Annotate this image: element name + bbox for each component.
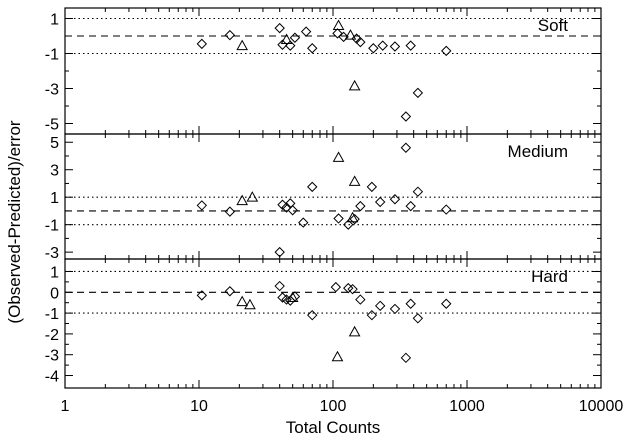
diamond-point	[338, 31, 349, 43]
diamond-point	[405, 200, 416, 212]
diamond-point	[330, 281, 342, 293]
diamond-point	[196, 200, 208, 211]
diamond-point	[400, 111, 412, 122]
triangle-point	[236, 39, 249, 51]
y-tick-label: 1	[50, 12, 59, 29]
diamond-point	[285, 40, 296, 51]
diamond-point	[300, 26, 312, 37]
diamond-point	[374, 300, 386, 312]
x-axis-label: Total Counts	[286, 418, 381, 437]
y-tick-label: -2	[45, 327, 59, 344]
triangle-point	[244, 298, 256, 310]
triangle-point	[348, 325, 361, 337]
diamond-point	[274, 22, 285, 34]
diamond-point	[405, 40, 416, 51]
panel-soft: 1 -1 -3 -5 Soft	[45, 7, 602, 135]
triangle-point	[280, 33, 293, 44]
diamond-point	[355, 36, 366, 48]
panel-frame	[64, 258, 602, 389]
y-tick-label: 3	[50, 163, 59, 180]
triangle-point	[331, 350, 344, 362]
y-tick-label: -3	[45, 348, 59, 365]
y-tick-label: -3	[45, 245, 59, 262]
triangle-point	[236, 295, 249, 307]
y-tick-label: 1	[50, 190, 59, 207]
diamond-point	[289, 291, 301, 302]
diamond-point	[347, 283, 358, 295]
diamond-point	[281, 202, 292, 213]
diamond-point	[196, 38, 208, 50]
y-tick-label: 0	[50, 285, 59, 302]
triangle-point	[344, 29, 357, 40]
diamond-point	[389, 303, 401, 315]
diamond-point	[343, 282, 354, 294]
triangle-point	[236, 194, 249, 206]
diamond-point	[405, 298, 416, 309]
diamond-point	[412, 87, 424, 99]
diamond-point	[374, 196, 386, 208]
diamond-point	[274, 280, 285, 292]
diamond-point	[355, 200, 366, 212]
diamond-point	[287, 205, 298, 216]
diamond-point	[307, 181, 318, 193]
diamond-point	[274, 246, 285, 258]
x-tick-label: 1000	[449, 398, 485, 415]
triangle-point	[348, 175, 361, 186]
diamond-point	[307, 309, 318, 321]
y-tick-label: -1	[45, 47, 59, 64]
diamond-point	[355, 294, 366, 305]
triangle-point	[286, 291, 299, 302]
diamond-point	[224, 29, 236, 41]
diamond-point	[224, 286, 236, 297]
triangle-point	[348, 79, 361, 91]
triangle-point	[346, 211, 359, 223]
diamond-point	[400, 142, 412, 153]
diamond-point	[441, 298, 452, 309]
x-tick-label: 100	[320, 398, 347, 415]
diamond-point	[224, 206, 236, 217]
diamond-point	[389, 41, 401, 52]
triangle-point	[246, 191, 259, 202]
diamond-point	[349, 213, 360, 225]
diamond-point	[377, 40, 388, 51]
y-tick-label: -4	[45, 369, 59, 386]
diamond-point	[298, 217, 309, 228]
panel-label: Medium	[508, 142, 568, 161]
diamond-point	[366, 181, 378, 193]
triangle-point	[332, 19, 345, 30]
diamond-point	[343, 219, 354, 230]
y-tick-label: 5	[50, 135, 59, 152]
diamond-point	[289, 32, 301, 43]
diamond-point	[441, 45, 452, 57]
diamond-point	[366, 309, 378, 321]
panel-label: Soft	[538, 16, 569, 35]
diamond-point	[389, 194, 401, 205]
y-tick-label: -1	[45, 218, 59, 235]
y-tick-label: -3	[45, 82, 59, 99]
diamond-point	[368, 43, 379, 54]
diamond-point	[441, 204, 452, 215]
x-tick-label: 10000	[579, 398, 624, 415]
x-tick-label: 1	[61, 398, 70, 415]
diamond-point	[307, 43, 318, 54]
diamond-point	[196, 290, 208, 301]
panel-medium: 5 3 1 -1 -3 Medium	[45, 133, 602, 262]
y-tick-label: -1	[45, 306, 59, 323]
x-axis: 1 10 100 1000 10000	[61, 398, 624, 415]
panel-label: Hard	[531, 267, 568, 286]
diamond-point	[332, 28, 343, 39]
triangle-point	[332, 151, 345, 162]
diamond-point	[412, 313, 424, 324]
diamond-point	[412, 186, 424, 197]
y-axis-label: (Observed-Predicted)/error	[5, 120, 24, 323]
panel-frame	[64, 7, 602, 135]
diamond-point	[400, 352, 412, 364]
y-tick-label: 1	[50, 264, 59, 281]
panels: 1 -1 -3 -5 Soft 5 3 1 -1 -3 Medium 1 0 -1 -2 -3 -4 Hard	[45, 7, 602, 389]
panel-hard: 1 0 -1 -2 -3 -4 Hard	[45, 258, 602, 389]
y-tick-label: -5	[45, 117, 59, 134]
diamond-point	[333, 213, 344, 224]
x-tick-label: 10	[190, 398, 208, 415]
